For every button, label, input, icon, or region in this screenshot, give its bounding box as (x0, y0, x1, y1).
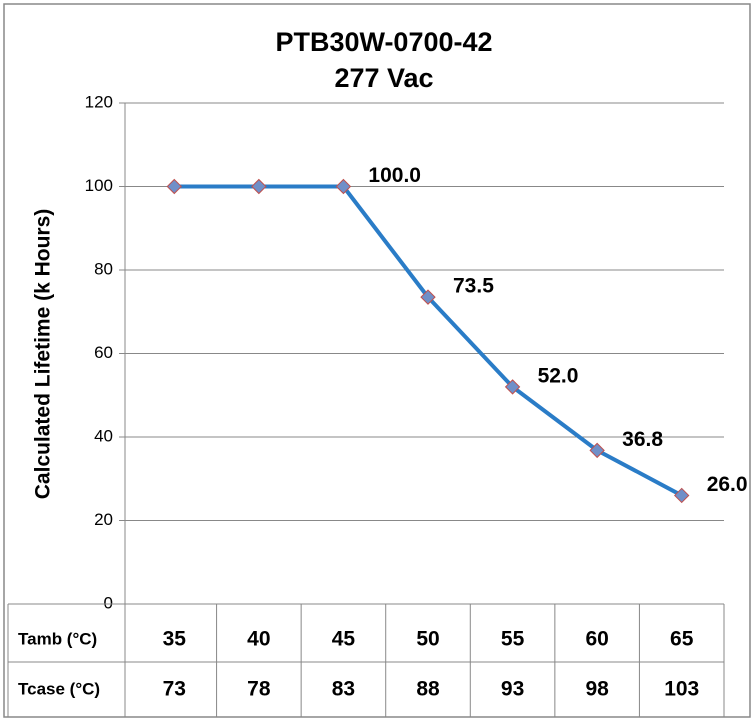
data-point (420, 289, 436, 305)
data-label: 36.8 (622, 428, 663, 451)
table-cell: 88 (416, 678, 440, 701)
y-tick-label: 100 (85, 176, 113, 195)
table-cell: 78 (247, 678, 271, 701)
x-tick-label: 40 (247, 628, 270, 651)
data-point (504, 379, 521, 395)
data-point (335, 178, 352, 195)
y-tick-label: 0 (104, 593, 113, 612)
y-tick-label: 60 (94, 343, 113, 362)
data-point (674, 487, 690, 504)
data-point (589, 442, 605, 459)
x-tick-label: 55 (501, 628, 525, 651)
table-cell: 83 (332, 678, 355, 701)
x-tick-label: 65 (670, 628, 694, 651)
x-tick-label: 45 (332, 628, 356, 651)
table-cell: 93 (501, 678, 524, 701)
y-tick-label: 40 (94, 426, 113, 445)
x-tick-label: 50 (416, 628, 439, 651)
chart-title: PTB30W-0700-42 (275, 27, 492, 57)
y-tick-label: 80 (94, 259, 113, 278)
x-tick-label: 60 (585, 628, 608, 651)
y-axis-label: Calculated Lifetime (k Hours) (32, 209, 55, 500)
chart-subtitle: 277 Vac (334, 63, 433, 93)
table-cell: 103 (664, 678, 699, 701)
table-cell: 73 (163, 678, 186, 701)
data-point (251, 178, 267, 195)
y-tick-label: 20 (94, 510, 113, 529)
x-tick-label: 35 (163, 628, 187, 651)
y-tick-label: 120 (85, 92, 113, 111)
data-label: 26.0 (707, 473, 748, 496)
data-label: 73.5 (453, 275, 494, 298)
table-row-label: Tcase (°C) (18, 679, 100, 698)
data-point (166, 178, 182, 195)
table-row-label: Tamb (°C) (18, 629, 97, 648)
table-cell: 98 (585, 678, 609, 701)
chart-border (3, 3, 751, 718)
data-label: 100.0 (368, 164, 421, 187)
data-label: 52.0 (538, 364, 579, 387)
